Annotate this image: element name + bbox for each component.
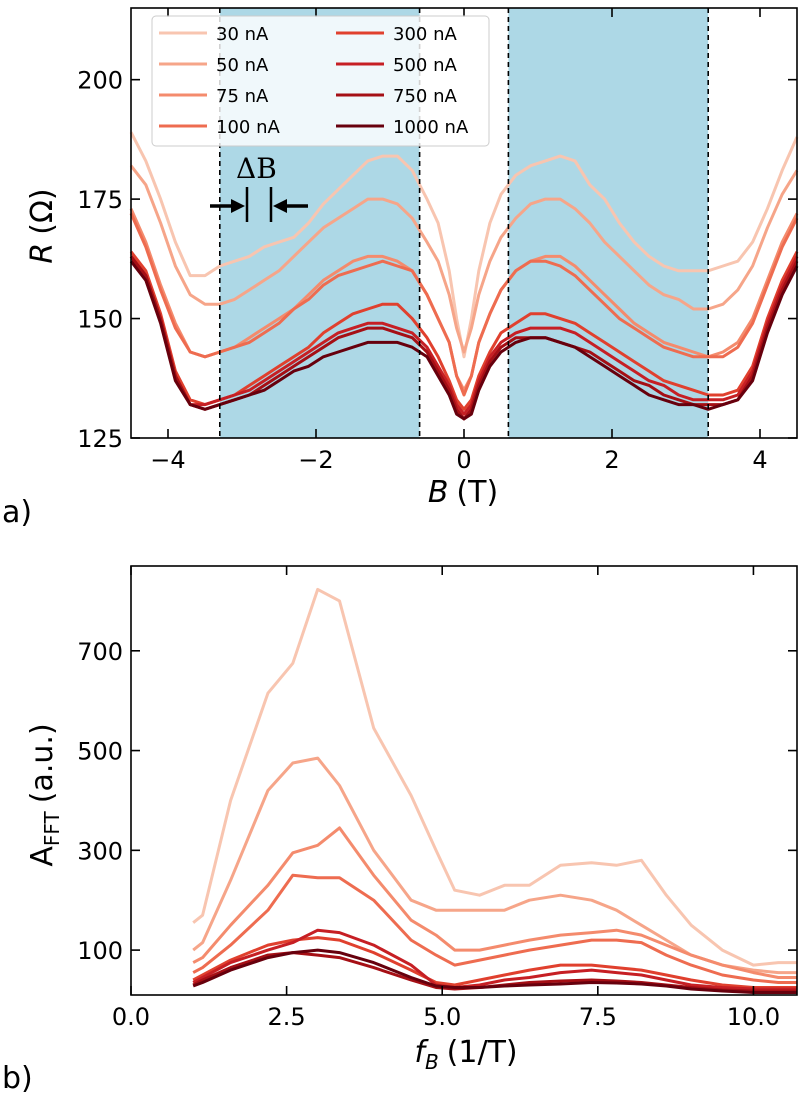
a-y-tick-label: 175	[77, 186, 123, 214]
a-series-line-300-nA	[129, 250, 799, 411]
b-y-tick-label: 100	[77, 937, 123, 965]
delta-b-label: ΔB	[236, 152, 277, 185]
legend-label-300-nA: 300 nA	[393, 24, 457, 45]
b-series-lines	[192, 587, 797, 994]
a-y-tick-label: 125	[77, 425, 123, 453]
b-series-line-300-nA	[192, 936, 797, 989]
b-series-line-500-nA	[192, 928, 797, 991]
legend-label-100-nA: 100 nA	[216, 117, 280, 138]
a-x-tick-label: −2	[298, 446, 333, 474]
a-series-line-30-nA	[129, 131, 799, 359]
b-series-line-30-nA	[192, 587, 797, 967]
a-x-tick-label: 4	[752, 446, 767, 474]
panel-b-chart: 0.0 2.5 5.0 7.5 10.0 100 300 500 700 fB (1/T) AFF…	[2, 565, 798, 1093]
legend-label-500-nA: 500 nA	[393, 55, 457, 76]
b-x-tick-label: 7.5	[579, 1003, 617, 1031]
legend-label-1000-nA: 1000 nA	[393, 117, 469, 138]
a-series-lines	[129, 131, 799, 421]
b-axes-box	[130, 565, 798, 996]
a-x-tick-label: 2	[604, 446, 619, 474]
a-x-axis-label: B (T)	[428, 475, 498, 510]
a-series-line-100-nA	[129, 212, 799, 397]
legend-label-750-nA: 750 nA	[393, 86, 457, 107]
panel-a-label: a)	[2, 495, 32, 530]
a-x-tick-label: −4	[150, 446, 185, 474]
legend-label-50-nA: 50 nA	[216, 55, 269, 76]
a-series-line-500-nA	[129, 255, 799, 416]
b-series-line-75-nA	[192, 826, 797, 979]
b-x-tick-label: 2.5	[268, 1003, 306, 1031]
b-y-axis-label: AFFT(a.u.)	[25, 723, 64, 866]
a-series-line-50-nA	[129, 164, 799, 354]
b-y-tick-label: 500	[77, 738, 123, 766]
delta-b-left-arrow-head	[231, 199, 245, 213]
b-x-tick-label: 5.0	[423, 1003, 461, 1031]
panel-a-chart: −4 −2 0 2 4 125 150 175 200 ΔB 30 nA 50 nA 75 nA 10…	[2, 7, 799, 530]
a-ticks: −4 −2 0 2 4 125 150 175 200	[77, 8, 797, 474]
b-y-tick-label: 700	[77, 638, 123, 666]
shaded-region-1	[508, 8, 709, 438]
panel-b-label: b)	[2, 1061, 33, 1093]
b-x-axis-label: fB (1/T)	[414, 1035, 517, 1074]
legend-box	[151, 15, 490, 147]
delta-b-annotation: ΔB	[210, 152, 308, 222]
b-x-tick-label: 10.0	[727, 1003, 780, 1031]
delta-b-right-arrow-head	[273, 199, 287, 213]
b-axes-frame	[130, 565, 798, 996]
legend-label-75-nA: 75 nA	[216, 86, 269, 107]
b-x-tick-label: 0.0	[112, 1003, 150, 1031]
legend-label-30-nA: 30 nA	[216, 24, 269, 45]
a-y-tick-label: 150	[77, 306, 123, 334]
a-series-line-75-nA	[129, 208, 799, 392]
a-y-tick-label: 200	[77, 67, 123, 95]
a-x-tick-label: 0	[456, 446, 471, 474]
a-y-axis-label: R(Ω)	[25, 188, 60, 263]
b-series-line-1000-nA	[192, 948, 797, 994]
b-y-tick-label: 300	[77, 837, 123, 865]
legend: 30 nA 50 nA 75 nA 100 nA 300 nA 500 nA 750 nA 1…	[151, 15, 490, 147]
a-series-line-1000-nA	[129, 260, 799, 421]
b-series-line-100-nA	[192, 873, 797, 984]
b-ticks: 0.0 2.5 5.0 7.5 10.0 100 300 500 700	[77, 566, 797, 1031]
